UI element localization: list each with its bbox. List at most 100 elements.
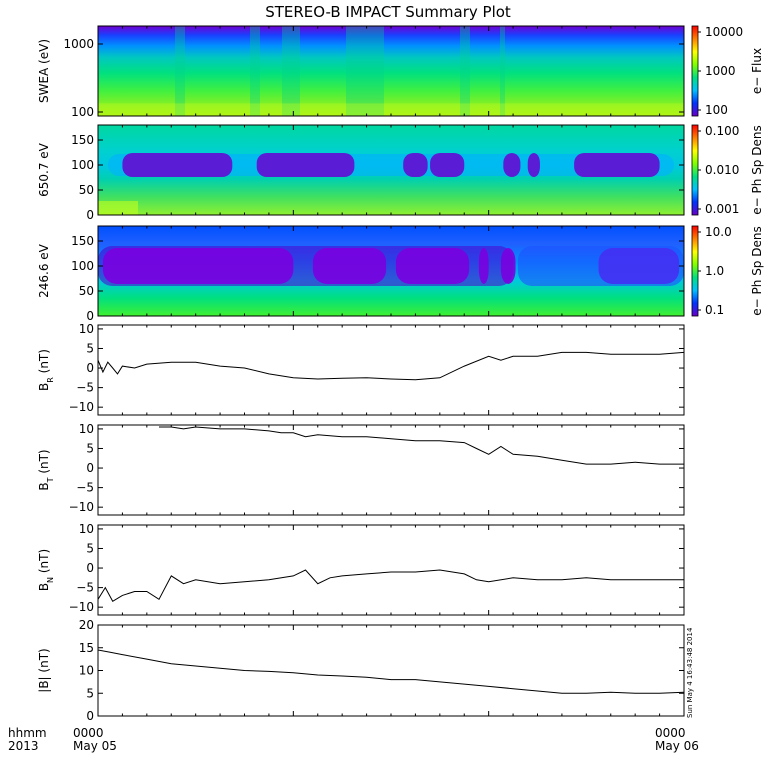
hhmm-label: hhmm (8, 726, 47, 740)
y-tick-label: 50 (79, 183, 94, 197)
y-tick-label: −10 (69, 400, 94, 414)
y-tick-label: 5 (86, 441, 94, 455)
y-axis-label: SWEA (eV) (37, 39, 51, 103)
y-tick-label: 0 (86, 709, 94, 723)
colorbar-tick-label: 0.001 (705, 202, 739, 216)
heatmap (98, 226, 684, 316)
heatmap-band (517, 246, 684, 286)
panel-4: 10 5 0 −5 −10 BR (nT) (37, 322, 685, 416)
plot-title: STEREO-B IMPACT Summary Plot (265, 3, 511, 21)
panel-2: 0.100 0.010 0.001 e− Ph Sp Dens 150 100 50 0 650… (37, 124, 764, 222)
series-line (98, 649, 684, 694)
y-tick-label: −5 (76, 581, 94, 595)
colorbar (691, 25, 699, 117)
heatmap-blob (574, 153, 660, 177)
heatmap-corner (98, 201, 138, 215)
end-date-label: May 06 (655, 739, 699, 753)
panel-frame (97, 324, 685, 416)
colorbar-tick-label: 0.1 (705, 303, 724, 317)
panel-3: 10.0 1.0 0.1 e− Ph Sp Dens 150 100 50 0 246.6 eV (37, 225, 764, 323)
y-tick-label: 10 (79, 664, 94, 678)
colorbar-tick-label: 0.100 (705, 124, 739, 138)
y-tick-label: 0 (86, 561, 94, 575)
y-tick-label: 0 (86, 208, 94, 222)
panel-frame (97, 424, 685, 516)
y-axis-label: BT (nT) (37, 449, 55, 490)
y-tick-label: 1000 (63, 37, 94, 51)
colorbar-tick-label: 1.0 (705, 264, 724, 278)
y-tick-label: 0 (86, 309, 94, 323)
y-axis-label: BR (nT) (37, 349, 55, 391)
panel-1: 10000 1000 100 e− Flux 1000 100 SWEA (eV) (37, 25, 764, 119)
heatmap-blob (312, 248, 387, 284)
y-tick-label: −5 (76, 481, 94, 495)
heatmap-blob (256, 153, 355, 177)
heatmap-stripe (500, 26, 505, 116)
panel-frame (97, 624, 685, 717)
heatmap-blob (500, 248, 516, 284)
series-line (159, 426, 684, 465)
panel-5: 10 5 0 −5 −10 BT (nT) (37, 422, 685, 516)
heatmap-blob (102, 248, 294, 284)
y-axis-label: 246.6 eV (37, 243, 51, 298)
colorbar-label: e− Ph Sp Dens (750, 226, 764, 315)
panel-frame (97, 25, 685, 117)
series-line (98, 569, 684, 603)
end-time-label: 0000 (655, 726, 686, 740)
panel-frame (97, 524, 685, 616)
panel-frame (97, 124, 685, 216)
colorbar (691, 124, 699, 216)
y-tick-label: 10 (79, 522, 94, 536)
y-tick-label: 5 (86, 341, 94, 355)
heatmap-stripe (460, 26, 470, 116)
colorbar-tick-label: 100 (705, 103, 728, 117)
y-tick-label: 15 (79, 641, 94, 655)
colorbar-tick-label: 0.010 (705, 163, 739, 177)
y-tick-label: 150 (71, 234, 94, 248)
y-axis-label: BN (nT) (37, 549, 55, 591)
y-tick-label: 5 (86, 686, 94, 700)
heatmap-blob (430, 153, 465, 177)
y-axis-label: |B| (nT) (37, 648, 51, 692)
heatmap (98, 26, 684, 116)
y-tick-label: −10 (69, 600, 94, 614)
start-time-label: 0000 (73, 726, 104, 740)
heatmap (98, 125, 684, 215)
y-tick-label: 100 (71, 259, 94, 273)
series-line (98, 351, 684, 381)
timestamp-stamp: Sun May 4 16:43:48 2014 (686, 627, 694, 718)
y-tick-label: 100 (71, 105, 94, 119)
heatmap-band (98, 103, 684, 116)
y-tick-label: −10 (69, 500, 94, 514)
heatmap-stripe (175, 26, 185, 116)
panel-6: 10 5 0 −5 −10 BN (nT) (37, 522, 685, 616)
y-tick-label: −5 (76, 381, 94, 395)
y-tick-label: 20 (79, 618, 94, 632)
y-tick-label: 0 (86, 461, 94, 475)
time-axis-labels: hhmm 2013 0000 May 05 0000 May 06 (8, 726, 699, 753)
colorbar-tick-label: 1000 (705, 64, 736, 78)
colorbar-label: e− Ph Sp Dens (750, 125, 764, 214)
y-tick-label: 10 (79, 322, 94, 336)
y-axis-label: 650.7 eV (37, 142, 51, 197)
heatmap-blob (478, 248, 489, 284)
y-tick-label: 50 (79, 284, 94, 298)
colorbar-tick-label: 10000 (705, 25, 743, 39)
panel-7: 20 15 10 5 0 |B| (nT) (37, 618, 685, 723)
heatmap-stripe (250, 26, 260, 116)
y-tick-label: 100 (71, 158, 94, 172)
y-tick-label: 0 (86, 361, 94, 375)
heatmap-blob (403, 153, 428, 177)
heatmap-blob (503, 153, 521, 177)
heatmap-blob (122, 153, 233, 177)
colorbar-label: e− Flux (750, 48, 764, 94)
heatmap-blob (395, 248, 470, 284)
colorbar-tick-label: 10.0 (705, 225, 732, 239)
y-tick-label: 10 (79, 422, 94, 436)
start-date-label: May 05 (73, 739, 117, 753)
heatmap-field (98, 26, 684, 116)
year-label: 2013 (8, 739, 39, 753)
panel-frame (97, 225, 685, 317)
